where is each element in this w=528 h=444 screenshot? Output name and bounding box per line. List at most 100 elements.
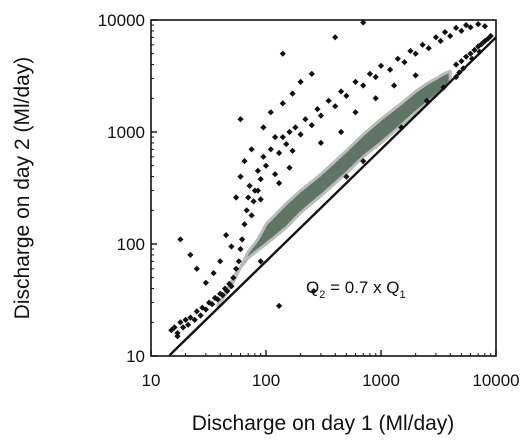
data-point <box>412 72 419 79</box>
data-point <box>325 97 332 104</box>
y-tick-label: 1000 <box>107 123 145 142</box>
data-point <box>267 109 274 116</box>
data-point <box>228 243 235 250</box>
data-point <box>317 139 325 147</box>
data-point <box>267 146 274 153</box>
data-point <box>275 179 283 187</box>
dense-band <box>216 69 452 308</box>
data-point <box>260 153 267 160</box>
reference-line <box>168 36 496 356</box>
data-point <box>279 133 286 141</box>
reference-line-layer <box>168 36 496 356</box>
data-point <box>308 70 315 78</box>
x-tick-label: 10 <box>142 371 161 390</box>
x-axis-title: Discharge on day 1 (Ml/day) <box>192 412 455 435</box>
data-point <box>193 265 200 272</box>
data-point <box>184 321 192 328</box>
data-point <box>279 100 286 107</box>
data-point <box>447 32 454 40</box>
data-point <box>257 258 264 265</box>
data-point <box>407 47 414 55</box>
data-point <box>174 333 181 340</box>
data-point <box>310 287 317 295</box>
data-point <box>232 265 240 272</box>
data-point <box>248 146 255 153</box>
data-point <box>275 149 283 157</box>
data-point <box>286 164 293 171</box>
y-tick-label: 100 <box>117 235 145 254</box>
data-point <box>337 128 345 136</box>
data-point <box>352 78 359 86</box>
data-point <box>248 212 255 219</box>
data-point <box>182 316 189 324</box>
data-point <box>179 324 187 331</box>
data-point <box>337 88 345 95</box>
data-point <box>437 37 444 45</box>
y-tick-label: 10 <box>126 347 145 366</box>
data-point <box>297 131 304 138</box>
data-point <box>202 279 210 286</box>
data-point <box>257 196 264 203</box>
data-point <box>366 70 374 78</box>
data-point <box>317 112 325 119</box>
data-point <box>289 90 296 97</box>
data-point <box>271 171 279 178</box>
data-point <box>441 28 449 36</box>
data-point <box>232 194 240 201</box>
data-point <box>237 245 244 253</box>
data-point <box>279 50 286 57</box>
data-point <box>481 23 489 30</box>
data-point <box>241 221 248 228</box>
data-point <box>250 198 257 205</box>
data-point <box>412 50 419 57</box>
data-point <box>275 302 283 310</box>
data-point <box>260 124 267 131</box>
dense-band-layer <box>216 69 452 308</box>
data-point <box>343 173 350 180</box>
data-point <box>292 124 299 131</box>
data-point <box>372 95 379 102</box>
data-point <box>289 147 296 154</box>
data-point <box>217 258 224 265</box>
data-point <box>475 20 482 28</box>
data-point <box>394 55 401 62</box>
data-point <box>177 236 184 243</box>
data-point <box>432 34 440 41</box>
y-axis-title: Discharge on day 2 (Ml/day) <box>11 57 34 320</box>
data-point <box>343 92 350 100</box>
data-point <box>237 173 244 180</box>
tick-layer: 10 100 1000 10000 10 100 1000 10000 <box>98 11 520 390</box>
data-point <box>360 82 367 89</box>
data-point <box>222 231 230 239</box>
data-point <box>271 133 279 141</box>
data-point <box>377 62 385 69</box>
data-point <box>468 55 476 62</box>
data-point <box>197 312 204 319</box>
data-point <box>458 57 465 65</box>
data-point <box>425 45 432 52</box>
data-point <box>286 128 293 136</box>
data-point <box>243 207 250 214</box>
data-point <box>238 236 246 243</box>
plot-frame <box>150 19 497 357</box>
data-point <box>352 109 359 116</box>
data-point <box>419 41 426 48</box>
data-point <box>208 301 216 308</box>
data-point <box>262 162 270 169</box>
data-point <box>386 66 394 73</box>
x-tick-label: 100 <box>252 371 280 390</box>
data-point <box>237 116 244 123</box>
x-tick-label: 10000 <box>472 371 519 390</box>
data-point <box>246 182 253 190</box>
equation-annotation: Q2 = 0.7 x Q1 <box>306 278 406 301</box>
data-point <box>390 82 398 89</box>
data-point <box>177 319 184 326</box>
data-point <box>245 194 252 201</box>
data-point <box>452 61 460 68</box>
data-point <box>297 78 304 86</box>
data-point <box>332 103 339 110</box>
data-point <box>360 157 367 165</box>
data-point <box>302 116 309 123</box>
data-point <box>283 140 290 148</box>
